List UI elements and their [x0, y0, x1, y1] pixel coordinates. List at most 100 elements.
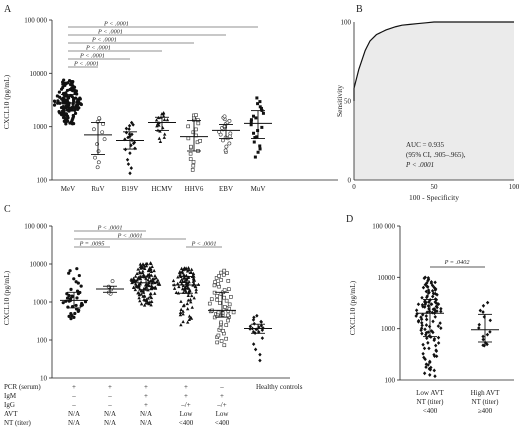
panel-b-ytick: 100	[341, 19, 352, 27]
panel-d-group-1-point	[419, 326, 424, 331]
panel-a-b19v-point	[127, 127, 131, 131]
panel-c-group-4-point	[176, 275, 180, 279]
panel-d-group-1-point	[426, 340, 430, 345]
panel-a-muv-point	[256, 102, 260, 106]
panel-b-ylabel: Sensitivity	[335, 85, 344, 117]
panel-d-group-1-point	[429, 365, 433, 370]
panel-c-group-4-point	[187, 275, 191, 279]
panel-c-group-1-point	[77, 273, 81, 278]
panel-d-group-1-point	[424, 317, 429, 322]
panel-c-group-6-point	[251, 342, 256, 347]
panel-a-hcmv-point	[161, 114, 166, 118]
panel-d-group-1-point	[419, 317, 424, 322]
panel-a-ruv-point	[93, 155, 97, 160]
panel-a-ebv-point	[228, 131, 233, 136]
panel-c-group-3-point	[137, 296, 141, 300]
panel-d-group-1-point	[420, 323, 424, 328]
panel-d-group-1-point	[414, 314, 418, 318]
panel-c-criteria-cell: +	[184, 392, 188, 400]
panel-d-ytick: 1000	[381, 325, 396, 333]
panel-c-group-3-point	[150, 264, 154, 268]
panel-c-group-4-point	[194, 290, 198, 294]
panel-a-ebv-point	[227, 141, 232, 146]
panel-c-group-4-point	[179, 299, 183, 303]
panel-a-hhv6-point	[188, 157, 193, 161]
panel-a-yticks: 100 000 10000 1000 100	[24, 17, 52, 185]
panel-c-ytick: 100 000	[24, 223, 47, 231]
group-d-1-line3: <400	[423, 407, 438, 415]
panel-c-group-3-point	[156, 282, 160, 286]
panel-a-muv-point	[261, 111, 265, 115]
panel-c-group-4-point	[178, 313, 183, 317]
panel-c-criteria-cell: –	[71, 401, 76, 409]
panel-c-group-4-point	[187, 314, 192, 318]
panel-c-group-5-point	[227, 302, 232, 307]
panel-c-group-4-point	[180, 279, 185, 283]
panel-c-group-5-point	[219, 320, 223, 325]
panel-c-pvalue: P = .0095	[79, 241, 105, 248]
panel-c-group-6-point	[253, 347, 258, 352]
row-label-igm: IgM	[4, 392, 17, 400]
panel-c-group-4-point	[186, 293, 190, 298]
panel-d-group-1-point	[424, 289, 429, 294]
panel-d-group-1-point	[422, 371, 427, 376]
panel-c-group-4-point	[179, 266, 184, 271]
panel-c-group-4-point	[192, 296, 196, 300]
panel-a-b19v-point	[124, 130, 129, 135]
panel-d-points	[414, 275, 499, 379]
panel-a-hhv6-point	[195, 118, 200, 122]
panel-d-group-1-point	[421, 285, 426, 290]
panel-c-group-3-point	[133, 274, 138, 278]
panel-c-group-4-point	[178, 269, 182, 274]
group-d-1-line2: NT (titer)	[417, 398, 445, 406]
panel-a-mev-point	[63, 117, 68, 121]
panel-c-group-4-point	[180, 277, 184, 281]
panel-c-group-3-point	[130, 280, 134, 285]
panel-d-ytick: 10000	[378, 274, 396, 282]
panel-c-ytick: 10	[40, 375, 48, 383]
panel-c-points	[60, 261, 272, 363]
panel-a-label: A	[4, 4, 12, 15]
panel-d-group-1-point	[429, 302, 434, 307]
panel-c-group-5-point	[222, 295, 226, 300]
panel-c-group-4-point	[192, 281, 196, 285]
panel-c-group-3-point	[136, 275, 141, 279]
panel-a-mev-point	[61, 105, 65, 109]
panel-c-group-3-point	[142, 303, 147, 307]
panel-c-ytick: 10000	[30, 261, 48, 269]
panel-c-group-1-point	[80, 301, 84, 306]
panel-c-group-5-point	[222, 343, 227, 348]
panel-c-ytick: 1000	[33, 299, 48, 307]
panel-a-muv-point	[253, 155, 257, 159]
panel-c-criteria-cell: N/A	[68, 410, 80, 418]
panel-d-group-1-point	[425, 281, 429, 285]
panel-c-group-5-point	[209, 297, 214, 302]
panel-c-criteria-cell: –	[107, 392, 112, 400]
panel-c-criteria-cell: Low	[216, 410, 230, 418]
panel-b-label: B	[356, 4, 363, 15]
panel-c-group-3-point	[131, 276, 136, 280]
panel-d-group-1-point	[423, 299, 427, 304]
panel-d-group-1-point	[423, 357, 427, 362]
row-label-avt: AVT	[4, 410, 18, 418]
panel-a-ruv-point	[97, 116, 102, 121]
panel-d-group-1-point	[426, 330, 430, 335]
panel-c-group-1-point	[65, 292, 69, 296]
panel-a: A CXCL10 (pg/mL) 100 000 10000 1000 100 …	[2, 4, 338, 193]
panel-c-criteria-cell: +	[144, 392, 148, 400]
panel-d-group-1-point	[420, 320, 424, 325]
panel-a-muv-point	[260, 125, 264, 129]
panel-c-group-5-point	[223, 305, 227, 309]
panel-c-criteria-cell: +	[108, 383, 112, 391]
panel-c-group-3-point	[131, 278, 135, 282]
panel-c-group-4-point	[174, 290, 179, 294]
panel-d-group-1-point	[433, 374, 437, 379]
panel-c-group-5-point	[215, 297, 219, 302]
panel-c-group-4-point	[187, 268, 191, 272]
panel-d-group-1-point	[425, 336, 429, 341]
panel-c-group-4-point	[189, 267, 194, 271]
panel-a-b19v-point	[124, 126, 129, 131]
panel-a-b19v-point	[128, 171, 132, 176]
panel-c-group-6-point	[254, 327, 258, 332]
panel-d-ytick: 100 000	[372, 223, 395, 231]
